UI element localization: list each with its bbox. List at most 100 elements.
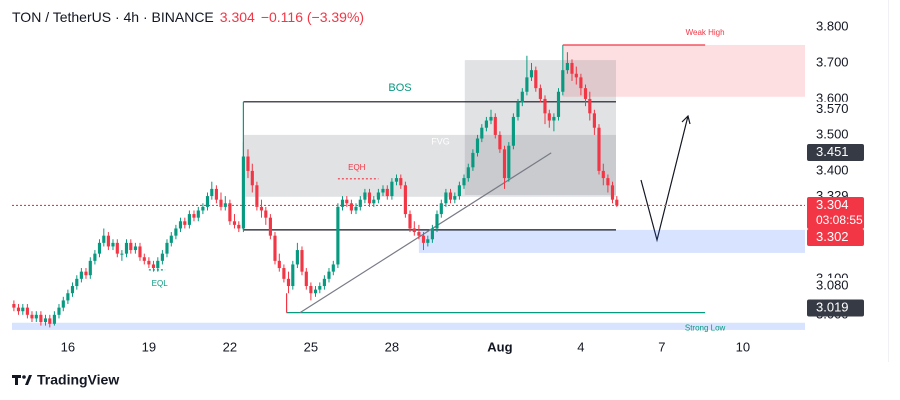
x-tick-label: 4 [577,339,584,354]
candle-body [480,127,484,139]
annotation: EQH [348,163,366,172]
candle-body [246,156,250,171]
candle-body [511,116,515,146]
candle-body [525,77,529,92]
candle-body [160,253,164,261]
candle-body [543,98,547,114]
x-tick-label: 7 [658,339,665,354]
candle-body [21,307,25,312]
candle-body [574,73,578,78]
candle-body [322,278,326,287]
price-tag [807,299,864,317]
candle-body [318,286,322,290]
candle-body [426,239,430,243]
candle-body [412,228,416,233]
level-label: 3.570 [816,101,849,116]
candle-body [205,196,210,207]
candle-body [331,264,335,272]
candle-body [70,286,75,294]
candle-body [475,138,480,153]
candle-body [201,206,205,211]
candle-body [399,178,403,186]
candle-body [88,260,92,276]
candle-body [129,242,133,251]
candle-body [349,203,353,211]
candle-body [147,260,151,265]
candle-body [444,192,448,204]
x-tick-label: 28 [385,339,399,354]
x-tick-label: 16 [61,339,75,354]
candle-body [286,278,291,287]
x-tick-label: 22 [223,339,237,354]
candle-body [228,203,232,222]
candle-body [183,221,187,225]
candle-body [291,264,295,287]
candle-body [363,192,367,200]
candle-body [615,199,619,206]
price-tag [807,196,864,229]
candle-body [241,156,245,229]
candle-body [390,181,394,197]
candle-body [462,178,466,186]
header: TON / TetherUS · 4h · BINANCE 3.304 −0.116… [12,9,370,25]
candle-body [520,91,524,103]
drawing-line [299,152,552,314]
candle-body [39,314,43,323]
candle-body [561,70,565,92]
countdown: 03:08:55 [816,213,863,227]
candle-body [196,210,200,218]
annotation: FVG [431,136,450,146]
level-label: 3.080 [816,277,849,292]
y-tick-label: 3.500 [816,126,849,141]
price-tag-label: 3.451 [816,144,849,159]
candle-body [43,318,48,323]
candle-body [304,271,308,287]
annotation: Strong Low [685,324,726,333]
candle-body [507,145,511,179]
x-tick-label: 19 [142,339,156,354]
candle-body [367,192,372,204]
candle-body [502,149,507,179]
candle-body [61,300,65,308]
candle-body [214,188,218,200]
y-tick-label: 3.400 [816,162,849,177]
candle-body [385,188,389,197]
zone [562,44,805,97]
candle-body [120,253,124,255]
candle-body [97,242,102,254]
candle-body [556,91,561,117]
candle-body [106,235,110,247]
last-price: 3.304 [219,9,255,25]
candle-body [295,250,299,265]
candle-body [327,271,331,279]
candle-body [300,250,304,272]
candle-body [547,113,551,121]
brand: TradingView [37,372,119,388]
candle-body [165,242,169,254]
candle-body [264,210,268,218]
candle-body [268,217,272,236]
candle-body [529,70,534,78]
candle-body [552,116,556,121]
candle-body [466,167,470,179]
candle-body [232,221,237,225]
candle-body [259,206,264,211]
candle-body [219,199,223,207]
candle-body [75,278,79,287]
candle-body [484,120,488,128]
candle-body [277,260,281,269]
candle-body [151,264,156,269]
candle-body [12,304,16,308]
candle-body [174,228,178,236]
candle-body [34,314,38,319]
y-tick-label: 3.800 [816,18,849,33]
candle-body [124,242,129,254]
candle-body [381,188,385,193]
candle-body [538,88,542,99]
candle-body [394,178,399,182]
candle-body [534,70,538,89]
candle-body [579,77,583,89]
candle-body [273,235,277,261]
